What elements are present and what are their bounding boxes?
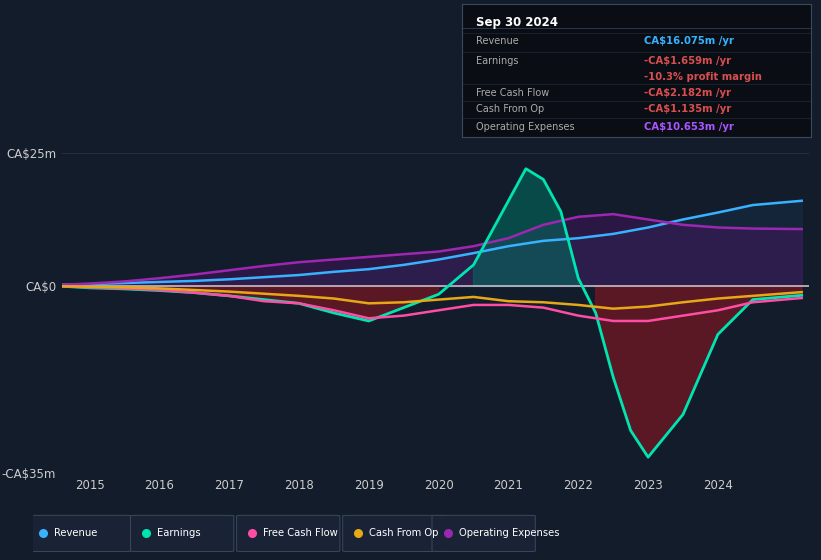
FancyBboxPatch shape xyxy=(27,515,131,552)
Text: Earnings: Earnings xyxy=(158,529,201,538)
Text: Operating Expenses: Operating Expenses xyxy=(459,529,559,538)
Text: Operating Expenses: Operating Expenses xyxy=(476,122,575,132)
Text: CA$10.653m /yr: CA$10.653m /yr xyxy=(644,122,733,132)
Text: Free Cash Flow: Free Cash Flow xyxy=(476,87,549,97)
Text: Revenue: Revenue xyxy=(54,529,98,538)
Text: -10.3% profit margin: -10.3% profit margin xyxy=(644,72,762,82)
Text: -CA$1.659m /yr: -CA$1.659m /yr xyxy=(644,55,731,66)
Text: Cash From Op: Cash From Op xyxy=(476,104,544,114)
Text: Free Cash Flow: Free Cash Flow xyxy=(264,529,338,538)
FancyBboxPatch shape xyxy=(432,515,535,552)
Text: Earnings: Earnings xyxy=(476,55,519,66)
Text: -CA$2.182m /yr: -CA$2.182m /yr xyxy=(644,87,731,97)
FancyBboxPatch shape xyxy=(236,515,340,552)
Text: Cash From Op: Cash From Op xyxy=(369,529,439,538)
Text: Revenue: Revenue xyxy=(476,36,519,46)
Text: Sep 30 2024: Sep 30 2024 xyxy=(476,16,558,29)
FancyBboxPatch shape xyxy=(131,515,234,552)
FancyBboxPatch shape xyxy=(342,515,446,552)
Text: -CA$1.135m /yr: -CA$1.135m /yr xyxy=(644,104,731,114)
Text: CA$16.075m /yr: CA$16.075m /yr xyxy=(644,36,733,46)
